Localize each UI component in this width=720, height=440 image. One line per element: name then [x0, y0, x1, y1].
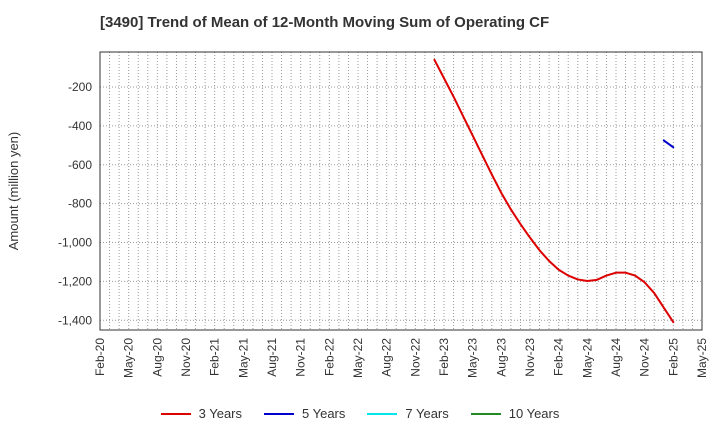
- y-tick-label: -1,400: [58, 313, 92, 327]
- x-tick-label: Aug-23: [494, 338, 508, 377]
- x-tick-label: Feb-21: [208, 338, 222, 376]
- x-tick-label: Nov-24: [638, 338, 652, 377]
- legend-item: 5 Years: [264, 406, 345, 421]
- y-tick-label: -200: [68, 80, 92, 94]
- x-tick-label: Feb-25: [666, 338, 680, 376]
- plot-area: [100, 52, 702, 330]
- y-tick-label: -1,200: [58, 274, 92, 288]
- legend-label: 3 Years: [198, 406, 242, 421]
- x-tick-label: May-21: [236, 338, 250, 378]
- series-line-5-years: [662, 139, 675, 149]
- x-tick-label: Nov-23: [523, 338, 537, 377]
- x-tick-label: May-24: [580, 338, 594, 378]
- x-tick-label: May-25: [695, 338, 709, 378]
- y-tick-label: -1,000: [58, 236, 92, 250]
- y-tick-label: -800: [68, 197, 92, 211]
- x-tick-label: May-20: [122, 338, 136, 378]
- x-tick-label: Nov-21: [294, 338, 308, 377]
- x-tick-label: Feb-22: [322, 338, 336, 376]
- x-tick-label: Nov-20: [179, 338, 193, 377]
- series-line-3-years: [433, 58, 675, 324]
- x-tick-label: Aug-20: [150, 338, 164, 377]
- legend-label: 7 Years: [405, 406, 449, 421]
- plot-frame: [99, 51, 703, 331]
- x-tick-label: Aug-22: [380, 338, 394, 377]
- x-tick-label: May-23: [466, 338, 480, 378]
- legend-swatch: [367, 412, 398, 415]
- x-tick-label: Nov-22: [408, 338, 422, 377]
- x-tick-label: May-22: [351, 338, 365, 378]
- y-axis-title: Amount (million yen): [6, 132, 21, 251]
- legend-item: 10 Years: [470, 406, 560, 421]
- x-tick-label: Feb-23: [437, 338, 451, 376]
- legend-item: 7 Years: [367, 406, 449, 421]
- legend-label: 10 Years: [508, 406, 560, 421]
- x-tick-label: Feb-20: [93, 338, 107, 376]
- x-tick-label: Aug-21: [265, 338, 279, 377]
- legend-swatch: [470, 412, 501, 415]
- x-tick-label: Aug-24: [609, 338, 623, 377]
- legend: 3 Years 5 Years 7 Years 10 Years: [0, 406, 720, 421]
- x-tick-label: Feb-24: [552, 338, 566, 376]
- legend-label: 5 Years: [302, 406, 346, 421]
- legend-swatch: [160, 412, 191, 415]
- y-tick-label: -400: [68, 119, 92, 133]
- chart-title: [3490] Trend of Mean of 12-Month Moving …: [100, 14, 550, 31]
- y-tick-label: -600: [68, 158, 92, 172]
- legend-item: 3 Years: [160, 406, 242, 421]
- legend-swatch: [264, 412, 294, 415]
